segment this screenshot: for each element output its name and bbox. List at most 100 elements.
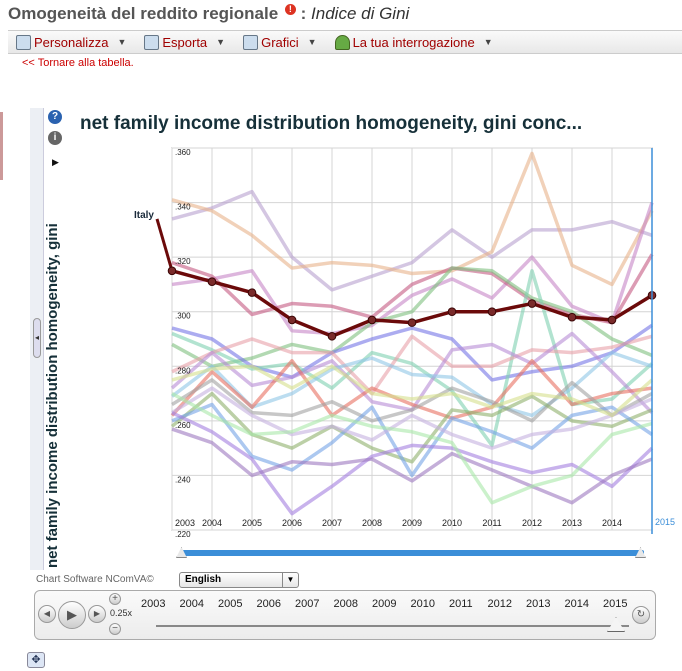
series-line[interactable]	[171, 266, 653, 369]
player-year-label[interactable]: 2006	[256, 598, 281, 610]
toolbar-personalizza-label: Personalizza	[34, 34, 109, 50]
x-tick-label: 2007	[322, 518, 342, 528]
player-year-label[interactable]: 2013	[526, 598, 551, 610]
series-line[interactable]	[171, 151, 654, 287]
player-year-label[interactable]: 2007	[295, 598, 320, 610]
highlight-point[interactable]	[167, 266, 177, 276]
x-tick-label: 2012	[522, 518, 542, 528]
series-layer	[170, 151, 654, 516]
toolbar-query[interactable]: La tua interrogazione ▼	[334, 34, 493, 50]
timeline-track[interactable]	[156, 625, 629, 627]
player-year-label[interactable]: 2014	[564, 598, 589, 610]
series-line[interactable]	[171, 364, 654, 418]
x-tick-label: 2013	[562, 518, 582, 528]
play-button[interactable]: ▶	[58, 601, 86, 629]
chart-title: net family income distribution homogenei…	[80, 113, 583, 134]
player-year-label[interactable]: 2008	[333, 598, 358, 610]
player-year-label[interactable]: 2004	[179, 598, 204, 610]
toolbar-esporta-label: Esporta	[162, 34, 208, 50]
back-to-table-link[interactable]: << Tornare alla tabella.	[22, 57, 134, 69]
language-select[interactable]: English ▼	[179, 572, 299, 588]
player-year-label[interactable]: 2015	[603, 598, 628, 610]
time-range-slider[interactable]	[182, 550, 644, 556]
series-line[interactable]	[171, 378, 653, 423]
player-year-label[interactable]: 2003	[141, 598, 166, 610]
highlight-point[interactable]	[287, 315, 297, 325]
highlight-point[interactable]	[327, 331, 337, 341]
loop-icon[interactable]: ↻	[632, 606, 650, 624]
highlight-point[interactable]	[607, 315, 617, 325]
chevron-down-icon[interactable]: ▼	[282, 573, 298, 587]
info-icon[interactable]: !	[284, 4, 296, 15]
chevron-down-icon[interactable]: ▼	[117, 37, 127, 47]
customize-icon	[16, 34, 31, 50]
toolbar-personalizza[interactable]: Personalizza ▼	[16, 34, 127, 50]
player-year-label[interactable]: 2010	[410, 598, 435, 610]
series-line[interactable]	[171, 386, 653, 450]
series-line[interactable]	[171, 402, 653, 478]
player-year-label[interactable]: 2009	[372, 598, 397, 610]
y-tick-label: .360	[175, 148, 191, 157]
x-tick-label: 2010	[442, 518, 462, 528]
series-line[interactable]	[171, 189, 653, 292]
chart-credit: Chart Software NComVA©	[36, 574, 154, 585]
y-tick-label: .340	[175, 203, 191, 212]
series-line[interactable]	[171, 392, 653, 505]
axis-ticks: .220 .240 .260 .280 .300 .320 .340 .360 2003 2004…	[175, 148, 675, 539]
help-icon[interactable]: ?	[48, 110, 62, 124]
x-tick-label: 2004	[202, 518, 222, 528]
series-line[interactable]	[170, 359, 653, 420]
highlight-point[interactable]	[527, 299, 537, 308]
speed-label: 0.25x	[110, 608, 133, 618]
series-line[interactable]	[171, 334, 653, 396]
chevron-down-icon[interactable]: ▼	[483, 37, 493, 47]
highlight-point[interactable]	[487, 307, 497, 317]
left-edge-accent	[0, 112, 3, 180]
series-line[interactable]	[171, 427, 653, 505]
speed-down-button[interactable]: −	[109, 623, 121, 635]
highlight-point[interactable]	[407, 318, 417, 327]
player-year-label[interactable]: 2005	[218, 598, 243, 610]
x-tick-label: 2008	[362, 518, 382, 528]
highlight-point[interactable]	[367, 315, 377, 325]
x-tick-label: 2003	[175, 518, 195, 528]
series-line[interactable]	[171, 411, 654, 516]
x-tick-label: 2011	[482, 518, 501, 528]
toolbar-esporta[interactable]: Esporta ▼	[144, 34, 226, 50]
chevron-down-icon[interactable]: ▼	[307, 37, 317, 47]
highlight-point[interactable]	[207, 277, 217, 287]
export-icon	[144, 34, 160, 50]
y-tick-label: .320	[175, 257, 191, 266]
y-tick-label: .300	[175, 312, 191, 321]
y-tick-label: .260	[175, 421, 191, 430]
player-year-label[interactable]: 2012	[487, 598, 512, 610]
move-icon[interactable]: ✥	[27, 652, 45, 668]
toolbar-query-label: La tua interrogazione	[352, 34, 475, 50]
toolbar: Personalizza ▼ Esporta ▼ Grafici ▼ La tu…	[8, 30, 682, 54]
next-step-button[interactable]: ▶	[88, 605, 106, 623]
page-title-separator: :	[300, 4, 307, 23]
highlight-point[interactable]	[247, 288, 257, 297]
previous-step-button[interactable]: ◀	[38, 605, 56, 623]
x-tick-label: 2014	[602, 518, 622, 528]
series-line[interactable]	[171, 202, 654, 336]
x-tick-label: 2005	[242, 518, 262, 528]
toolbar-grafici[interactable]: Grafici ▼	[243, 34, 317, 50]
language-select-value: English	[185, 574, 222, 585]
highlight-point[interactable]	[567, 312, 577, 322]
chevron-down-icon[interactable]: ▼	[216, 37, 226, 47]
x-tick-label: 2009	[402, 518, 422, 528]
user-query-icon	[334, 34, 350, 50]
x-tick-label: 2006	[282, 518, 302, 528]
highlight-leader-line	[155, 218, 174, 272]
player-year-label[interactable]: 2011	[449, 598, 473, 610]
x-tick-label-current: 2015	[655, 517, 675, 527]
page-title-main: Omogeneità del reddito regionale	[8, 4, 279, 23]
expand-menu-icon[interactable]: ▶	[52, 157, 59, 167]
chart-info-icon[interactable]: i	[48, 131, 62, 145]
collapse-panel-handle[interactable]: ◂	[33, 318, 41, 358]
toolbar-grafici-label: Grafici	[261, 34, 299, 50]
page-title-subtitle: Indice di Gini	[311, 4, 410, 23]
highlight-point[interactable]	[447, 307, 457, 317]
speed-up-button[interactable]: +	[109, 593, 121, 605]
